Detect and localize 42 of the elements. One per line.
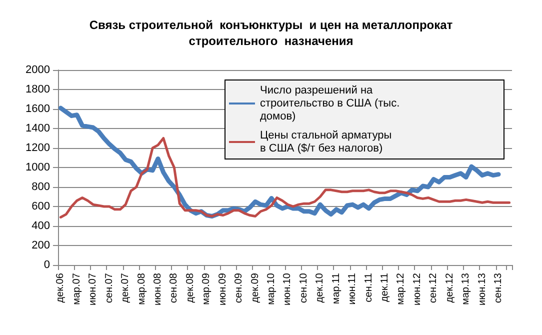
x-tick-label: дек.11 [379, 272, 390, 302]
x-tick-label: июн.09 [217, 272, 228, 306]
x-tick-label: сен.10 [298, 272, 310, 303]
x-tick-label: сен.11 [363, 272, 374, 302]
x-tick-label: июн.10 [282, 272, 294, 306]
x-tick-label: сен.12 [428, 272, 440, 303]
x-tick-label: мар.07 [71, 272, 82, 305]
x-tick-label: мар.09 [201, 272, 212, 305]
x-tick-label: дек.08 [184, 272, 196, 303]
y-tick-label: 800 [32, 181, 50, 193]
x-tick-label: сен.07 [104, 272, 115, 303]
x-tick-label: сен.09 [234, 272, 245, 303]
y-tick-label: 1000 [26, 162, 50, 174]
x-tick-label: мар.11 [330, 272, 342, 304]
y-tick-label: 200 [32, 240, 50, 252]
x-tick-label: дек.09 [250, 272, 261, 303]
x-tick-label: сен.13 [492, 272, 504, 303]
x-tick-label: июн.12 [412, 272, 423, 306]
x-tick-label: дек.06 [55, 272, 66, 303]
legend-label: Число разрешений на строительство в США (тыс. домов) [260, 84, 403, 122]
x-tick-label: мар.10 [266, 272, 277, 305]
x-tick-label: мар.08 [136, 272, 148, 305]
x-tick-label: июн.07 [88, 272, 99, 306]
x-tick-label: сен.08 [168, 272, 180, 303]
y-tick-label: 400 [32, 220, 50, 232]
x-tick-label: мар.13 [460, 272, 472, 305]
x-tick-label: июн.13 [476, 272, 488, 306]
y-tick-label: 1200 [26, 142, 50, 154]
x-tick-label: июн.08 [152, 272, 164, 306]
y-tick-label: 1800 [26, 84, 50, 96]
y-tick-label: 1600 [26, 103, 50, 115]
legend-label: Цены стальной арматуры в США ($/т без налогов) [260, 130, 395, 154]
x-tick-label: дек.07 [120, 272, 132, 303]
chart-title: Связь строительной конъюнктуры и цен на металлопрокат строительного назначения [89, 18, 453, 48]
y-tick-label: 2000 [26, 64, 50, 76]
x-tick-label: июн.11 [347, 272, 358, 305]
x-tick-label: дек.12 [444, 272, 456, 303]
x-tick-label: мар.12 [396, 272, 407, 305]
x-tick-label: дек.10 [314, 272, 326, 303]
y-tick-label: 1400 [26, 122, 50, 134]
y-tick-label: 600 [32, 200, 50, 212]
y-tick-label: 0 [44, 259, 50, 271]
